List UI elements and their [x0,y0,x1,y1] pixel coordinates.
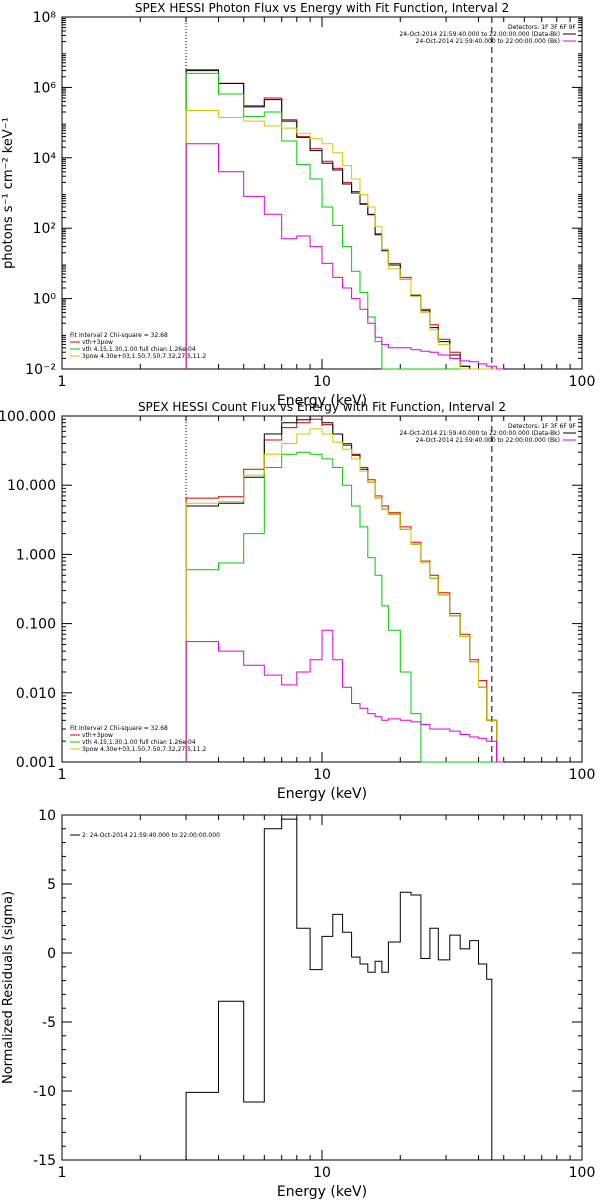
chart2-x-axis-label: Energy (keV) [277,786,367,802]
chart2-series-5 [185,629,504,763]
chart1-legend-left-label: 3pow 4.30e+03,1.50,7.50,7.32,27.5,11.2 [82,353,206,360]
chart3-y-tick-label: 5 [47,877,56,893]
chart3-y-axis-label: Normalized Residuals (sigma) [1,891,16,1084]
chart2-legend-right-label: 24-Oct-2014 21:59:40.000 to 22:00:00.000… [416,437,560,444]
chart2-x-tick-label: 10 [313,767,331,783]
chart2-legend-left-label: vth+3pow [82,732,113,739]
chart1-legend-left-label: vth+3pow [82,339,113,346]
chart1-series-4 [185,110,504,370]
chart3-y-tick-label: 10 [38,808,56,824]
chart2-x-tick-label: 1 [58,767,67,783]
chart2-legend-left-header: Fit Interval 2 Chi-square = 32.68 [70,725,168,732]
chart1-series-5 [185,143,504,370]
chart1-series-1 [185,69,504,370]
chart1-x-axis-label: Energy (keV) [277,393,367,409]
chart2-y-tick-label: 0.001 [16,755,56,771]
chart3-x-axis-label: Energy (keV) [277,1184,367,1200]
chart3-x-tick-label: 1 [58,1165,67,1181]
chart1-legend-right-header: Detectors: 1F 3F 6F 9F [508,24,577,31]
chart2-y-tick-label: 0.010 [16,686,56,702]
chart2-title: SPEX HESSI Count Flux vs Energy with Fit… [138,400,506,414]
chart1-y-tick-label: 10⁶ [33,80,57,96]
chart1-y-tick-label: 10⁸ [33,10,57,26]
chart3-x-tick-label: 10 [313,1165,331,1181]
chart1-legend-right-label: 24-Oct-2014 21:59:40.000 to 22:00:00.000… [399,31,560,38]
chart2-legend-right-header: Detectors: 1F 3F 6F 9F [508,423,577,430]
chart2-series-1 [185,418,504,763]
chart2-legend-left-label: 3pow 4.30e+03,1.50,7.50,7.32,27.5,11.2 [82,746,206,753]
chart1-series-2 [185,70,504,370]
chart1-title: SPEX HESSI Photon Flux vs Energy with Fi… [135,1,509,15]
chart3-series-1 [185,818,493,1160]
chart2-x-tick-label: 100 [569,767,596,783]
chart1-y-tick-label: 10⁴ [33,151,57,167]
chart3-y-tick-label: -5 [42,1015,56,1031]
chart2-legend-left-label: vth 4.15,1.30,1.00 full chian 1.26e-04 [82,739,196,746]
chart3-legend-left-label: 2: 24-Oct-2014 21:59:40.000 to 22:00:00.… [82,832,220,839]
chart3-y-tick-label: 0 [47,946,56,962]
chart3-axes-frame [61,814,583,1161]
chart3-x-tick-label: 100 [569,1165,596,1181]
chart2-series-3 [185,451,504,763]
chart1-legend-left-label: vth 4.15,1.30,1.00 full chian 1.26e-04 [82,346,196,353]
chart3-y-tick-label: -10 [33,1084,56,1100]
chart3-y-tick-label: -15 [33,1153,56,1169]
chart1-y-tick-label: 10² [33,221,56,237]
chart1-x-tick-label: 100 [569,374,596,390]
chart2-y-tick-label: 10.000 [7,478,56,494]
chart2-series-4 [185,428,504,763]
chart2-legend-right-label: 24-Oct-2014 21:59:40.000 to 22:00:00.000… [399,430,560,437]
chart1-y-axis-label: photons s⁻¹ cm⁻² keV⁻¹ [1,117,16,269]
chart1-y-tick-label: 10⁻² [25,362,56,378]
chart2-axes-frame [61,415,583,763]
chart1-x-tick-label: 10 [313,374,331,390]
chart2-y-tick-label: 1.000 [16,547,56,563]
chart2-series-2 [185,415,504,763]
chart2-y-tick-label: 100.000 [0,409,56,425]
chart1-legend-left-header: Fit Interval 2 Chi-square = 32.68 [70,332,168,339]
chart1-y-tick-label: 10⁰ [33,292,57,308]
chart1-x-tick-label: 1 [58,374,67,390]
chart1-series-3 [185,72,504,370]
chart1-legend-right-label: 24-Oct-2014 21:59:40.000 to 22:00:00.000… [416,38,560,45]
chart2-y-tick-label: 0.100 [16,617,56,633]
